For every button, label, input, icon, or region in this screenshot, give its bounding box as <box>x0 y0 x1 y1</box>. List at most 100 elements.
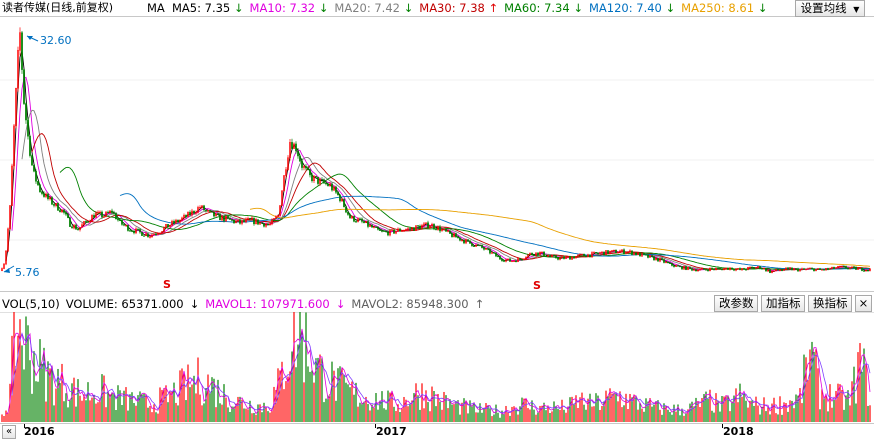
candle-body <box>99 211 101 214</box>
volume-bar <box>667 409 669 422</box>
volume-bar <box>779 396 781 422</box>
volume-bar <box>249 400 251 422</box>
change-params-button[interactable]: 改参数 <box>714 295 758 312</box>
volume-bar <box>379 400 381 422</box>
candle-body <box>837 266 839 269</box>
candle-body <box>621 249 623 252</box>
candle-body <box>277 215 279 217</box>
candle-body <box>775 269 777 271</box>
volume-bar <box>161 389 163 422</box>
candle-body <box>195 212 197 214</box>
candle-body <box>865 269 867 272</box>
indicator-name: MA <box>147 1 165 15</box>
volume-bar <box>605 390 607 422</box>
candle-body <box>139 229 141 233</box>
volume-bar <box>123 390 125 422</box>
candle-body <box>87 221 89 223</box>
candle-body <box>37 181 39 186</box>
candle-body <box>333 186 335 191</box>
candle-body <box>413 227 415 231</box>
candle-body <box>415 225 417 231</box>
candle-body <box>577 254 579 257</box>
candle-body <box>295 143 297 152</box>
volume-bar <box>245 408 247 422</box>
volume-bar <box>689 403 691 422</box>
candle-body <box>757 266 759 268</box>
candle-body <box>427 222 429 228</box>
volume-bar <box>33 351 35 422</box>
add-indicator-button[interactable]: 加指标 <box>761 295 805 312</box>
candle-body <box>789 267 791 269</box>
candle-body <box>175 219 177 224</box>
volume-bar <box>53 405 55 422</box>
close-icon[interactable]: × <box>855 295 872 312</box>
volume-bar <box>535 414 537 422</box>
switch-indicator-button[interactable]: 换指标 <box>808 295 852 312</box>
candle-body <box>233 219 235 224</box>
volume-bar <box>355 382 357 422</box>
candle-body <box>221 215 223 221</box>
volume-bar <box>759 414 761 422</box>
candle-body <box>45 193 47 197</box>
candle-body <box>205 209 207 212</box>
volume-bar <box>385 409 387 422</box>
candle-body <box>433 224 435 229</box>
candle-body <box>697 269 699 272</box>
candle-body <box>363 221 365 224</box>
scroll-left-button[interactable]: « <box>2 425 16 439</box>
volume-bar <box>1 414 3 422</box>
candle-body <box>859 267 861 269</box>
volume-bar <box>677 404 679 422</box>
set-ma-button[interactable]: 设置均线 ▼ <box>795 0 865 17</box>
candle-body <box>437 226 439 230</box>
volume-bar <box>751 400 753 422</box>
volume-bar <box>755 396 757 422</box>
volume-bar <box>761 406 763 422</box>
candle-body <box>275 216 277 219</box>
candle-body <box>137 228 139 230</box>
volume-bar <box>377 409 379 422</box>
volume-bar <box>547 405 549 422</box>
candle-body <box>213 211 215 217</box>
volume-bar <box>653 404 655 422</box>
volume-bar <box>421 383 423 422</box>
candle-body <box>689 266 691 269</box>
candle-body <box>729 267 731 270</box>
volume-bar <box>311 370 313 422</box>
candle-body <box>15 88 17 127</box>
volume-bar <box>181 368 183 422</box>
candle-body <box>541 251 543 253</box>
volume-bar <box>459 414 461 422</box>
volume-bar <box>563 409 565 422</box>
volume-bar <box>743 393 745 422</box>
volume-bar <box>337 368 339 422</box>
volume-bar <box>283 389 285 422</box>
volume-bar <box>69 399 71 422</box>
volume-bar <box>455 401 457 422</box>
volume-bar <box>595 393 597 422</box>
candle-body <box>181 217 183 221</box>
volume-bar <box>527 408 529 422</box>
candle-body <box>735 268 737 271</box>
candle-body <box>425 222 427 225</box>
volume-bar <box>177 405 179 422</box>
volume-bar <box>553 401 555 422</box>
volume-bar <box>831 407 833 422</box>
low-annotation <box>3 265 15 273</box>
volume-bar <box>435 406 437 422</box>
ma-legend-item: MA5: 7.35 ↓ <box>172 1 244 15</box>
candle-body <box>13 125 15 167</box>
volume-bar <box>691 401 693 422</box>
volume-bar <box>279 370 281 422</box>
candle-body <box>559 257 561 260</box>
volume-bar <box>461 402 463 422</box>
candle-body <box>337 192 339 196</box>
volume-bar <box>837 383 839 422</box>
candle-body <box>339 194 341 202</box>
candle-body <box>645 254 647 256</box>
volume-bar <box>131 392 133 422</box>
candle-body <box>391 229 393 231</box>
volume-bar <box>811 341 813 422</box>
ma30-line <box>31 132 871 271</box>
